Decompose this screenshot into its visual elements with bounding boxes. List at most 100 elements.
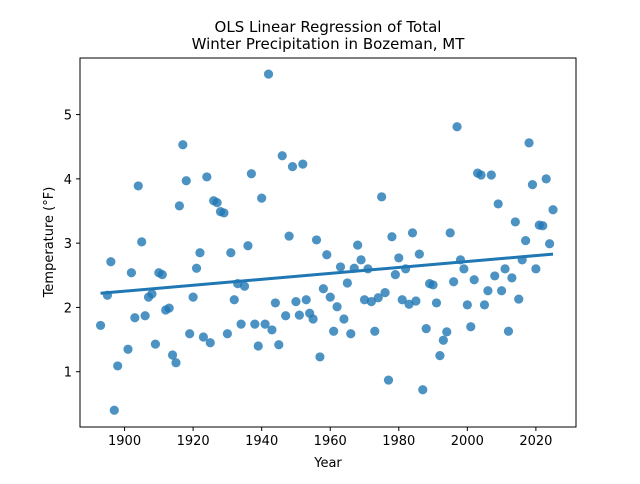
data-point <box>113 361 123 371</box>
data-point <box>486 170 496 180</box>
data-point <box>507 273 517 283</box>
data-point <box>353 240 363 250</box>
data-point <box>257 193 267 203</box>
data-point <box>541 174 551 184</box>
data-point <box>483 286 493 296</box>
data-point <box>246 169 256 179</box>
data-point <box>140 311 150 321</box>
data-point <box>370 326 380 336</box>
chart-title-line-2: Winter Precipitation in Bozeman, MT <box>192 35 466 53</box>
data-point <box>404 299 414 309</box>
data-point <box>191 263 202 273</box>
data-point <box>229 295 239 305</box>
data-point <box>157 270 167 280</box>
x-tick-label: 1900 <box>108 434 141 449</box>
data-point <box>332 302 342 312</box>
data-point <box>514 294 524 304</box>
data-point <box>521 235 531 246</box>
chart-title-line-1: OLS Linear Regression of Total <box>215 18 442 36</box>
data-point <box>329 326 339 336</box>
data-point <box>383 375 394 385</box>
data-point <box>373 293 383 303</box>
data-point <box>342 278 352 288</box>
data-point <box>407 228 418 238</box>
x-tick-label: 1980 <box>382 434 415 449</box>
data-point <box>356 255 366 265</box>
data-point <box>239 281 250 291</box>
y-axis-label: Temperature (°F) <box>42 187 57 299</box>
data-point <box>308 314 318 324</box>
data-point <box>325 292 335 302</box>
x-tick-label: 1920 <box>177 434 210 449</box>
data-point <box>421 324 431 334</box>
data-point <box>263 69 274 79</box>
data-point <box>377 192 387 202</box>
data-point <box>291 297 301 307</box>
data-point <box>260 319 270 329</box>
data-point <box>167 350 178 360</box>
data-point <box>466 322 476 332</box>
data-point <box>442 327 452 337</box>
data-point <box>445 228 455 238</box>
data-point <box>318 284 328 294</box>
data-point <box>284 231 294 241</box>
data-point <box>202 172 212 182</box>
data-point <box>198 332 209 342</box>
data-point <box>174 201 185 211</box>
data-point <box>205 338 215 348</box>
x-tick-label: 2020 <box>519 434 552 449</box>
data-point <box>315 352 325 362</box>
data-point <box>390 270 400 280</box>
data-point <box>150 339 161 349</box>
data-point <box>147 289 157 299</box>
data-point <box>195 248 205 258</box>
x-tick-label: 1960 <box>314 434 347 449</box>
data-point <box>178 140 188 150</box>
data-point <box>438 335 448 345</box>
data-point <box>490 271 500 281</box>
data-point <box>164 303 174 313</box>
data-point <box>431 298 442 308</box>
data-point <box>366 297 376 307</box>
data-point <box>277 151 287 161</box>
data-point <box>510 217 520 227</box>
x-tick-label: 2000 <box>451 434 484 449</box>
data-point <box>274 340 284 350</box>
data-point <box>452 122 462 132</box>
y-tick-label: 4 <box>64 173 72 188</box>
data-point <box>497 286 507 296</box>
data-point <box>294 310 304 320</box>
data-point <box>126 268 137 278</box>
data-point <box>95 320 106 331</box>
data-point <box>397 295 407 305</box>
data-point <box>123 344 133 354</box>
axes-frame <box>79 57 577 428</box>
data-point <box>236 319 246 329</box>
data-point <box>212 198 222 208</box>
y-tick-label: 2 <box>64 301 72 316</box>
data-point <box>459 264 469 274</box>
data-point <box>270 298 280 308</box>
data-point <box>380 288 390 298</box>
data-point <box>493 199 503 209</box>
data-point <box>137 237 147 247</box>
data-point <box>253 341 263 351</box>
data-point <box>109 405 119 415</box>
data-point <box>133 181 143 191</box>
data-point <box>106 257 116 267</box>
y-tick-label: 3 <box>64 237 72 252</box>
data-point <box>281 311 291 321</box>
plot-area: 1900 1920 1940 1960 1980 2000 2020 1 2 3 4 5 <box>64 57 577 449</box>
x-axis-label: Year <box>313 456 342 471</box>
x-tick-label: 1940 <box>245 434 278 449</box>
data-point <box>418 385 428 395</box>
data-point <box>394 253 404 263</box>
data-point <box>335 262 346 272</box>
data-point <box>322 250 332 260</box>
data-point <box>185 329 195 339</box>
data-point <box>449 277 459 287</box>
data-point <box>250 319 260 329</box>
data-point <box>503 326 514 336</box>
data-point <box>219 208 229 218</box>
